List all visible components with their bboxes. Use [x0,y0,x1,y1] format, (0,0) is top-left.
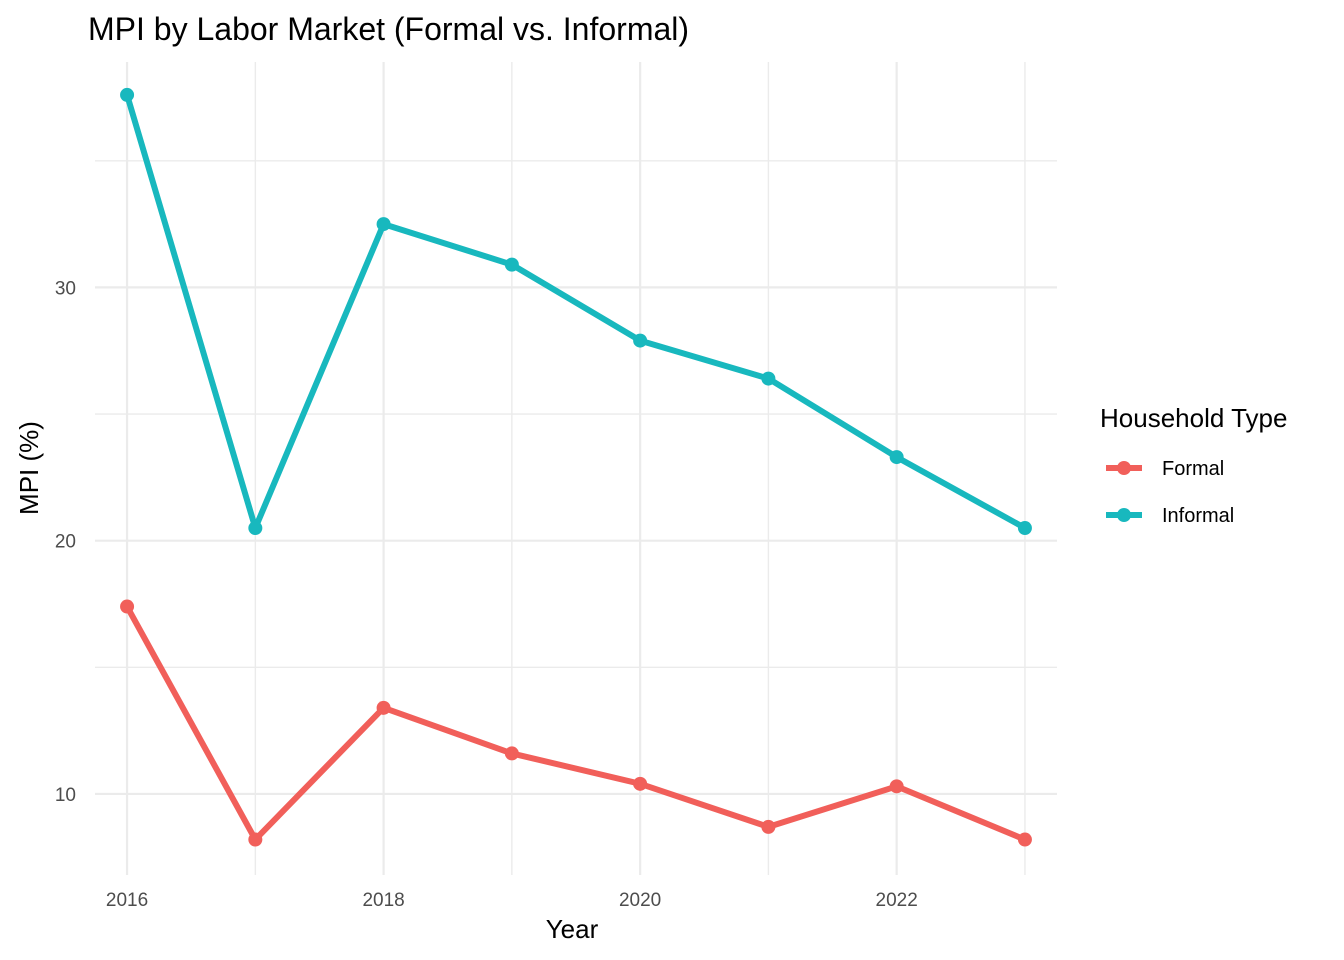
legend: Household Type Formal Informal [1100,403,1287,527]
chart-title: MPI by Labor Market (Formal vs. Informal… [88,11,689,47]
data-point [248,521,263,536]
y-axis-title: MPI (%) [14,421,44,515]
legend-key-point [1117,508,1131,522]
x-axis: 2016 2018 2020 2022 [106,890,918,911]
data-point [1017,521,1032,536]
y-tick-label: 30 [55,278,76,299]
legend-title: Household Type [1100,403,1287,433]
grid [95,62,1057,875]
series-line [124,605,1027,843]
data-point [761,819,776,834]
data-point [633,776,648,791]
legend-label: Formal [1162,458,1224,480]
series-layer [120,87,1032,847]
data-point [633,333,648,348]
y-axis: 10 20 30 [55,278,76,806]
data-point [1017,832,1032,847]
series-formal [120,599,1032,847]
data-point [504,746,519,761]
data-point [376,217,391,232]
series-informal [120,87,1032,536]
data-point [248,832,263,847]
legend-key-point [1117,461,1131,475]
series-line [124,94,1027,532]
x-tick-label: 2018 [362,890,404,911]
data-point [761,371,776,386]
data-point [376,700,391,715]
x-tick-label: 2022 [876,890,918,911]
data-point [120,87,135,102]
y-tick-label: 10 [55,785,76,806]
data-point [889,779,904,794]
data-point [120,599,135,614]
x-tick-label: 2020 [619,890,661,911]
y-tick-label: 20 [55,532,76,553]
x-axis-title: Year [546,914,599,944]
x-tick-label: 2016 [106,890,148,911]
legend-label: Informal [1162,505,1234,527]
data-point [504,257,519,272]
legend-item-formal: Formal [1106,458,1224,480]
data-point [889,450,904,465]
legend-item-informal: Informal [1106,505,1234,527]
